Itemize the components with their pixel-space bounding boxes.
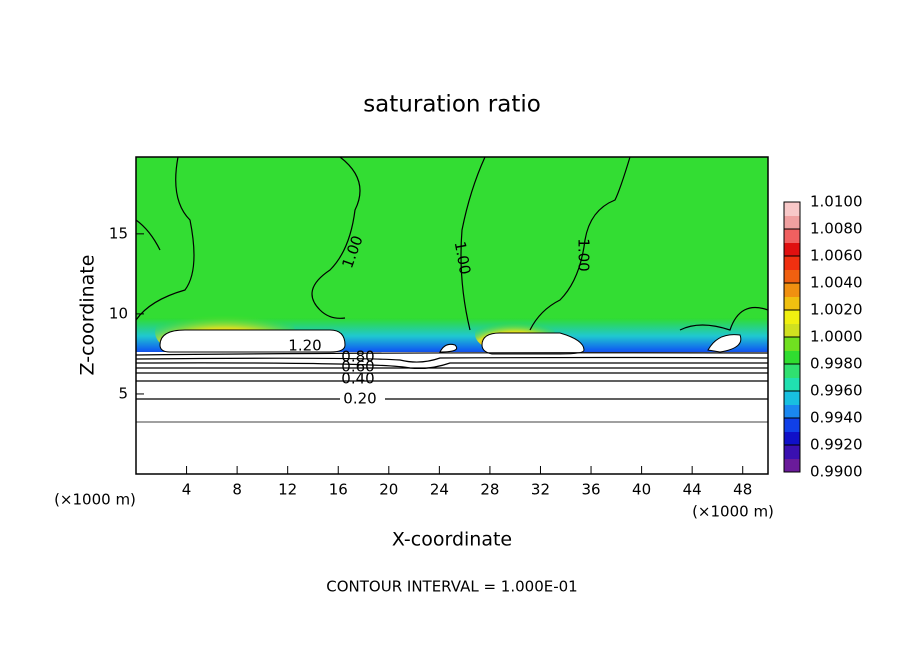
colorbar-swatch — [784, 391, 800, 405]
contour-label: 0.60 — [341, 358, 374, 376]
x-tick-label: 32 — [531, 481, 550, 499]
x-tick-label: 48 — [733, 481, 752, 499]
colorbar-swatch — [784, 337, 800, 351]
colorbar-swatch — [784, 296, 800, 311]
contour-label: 0.80 — [341, 348, 374, 366]
colorbar-tick-label: 1.0080 — [810, 220, 863, 238]
contour-label: 1.20 — [288, 337, 321, 355]
colorbar-tick-label: 1.0040 — [810, 274, 863, 292]
colorbar-swatch — [784, 269, 800, 284]
x-tick-label: 44 — [683, 481, 702, 499]
footer: CONTOUR INTERVAL = 1.000E-01 — [326, 578, 577, 596]
colorbar-swatch — [784, 215, 800, 230]
colorbar-swatch — [784, 323, 800, 338]
colorbar-tick-label: 0.9960 — [810, 382, 863, 400]
colorbar-swatch — [784, 350, 800, 365]
x-unit: (×1000 m) — [692, 503, 774, 521]
colorbar-swatch — [784, 418, 800, 432]
colorbar-swatch — [784, 283, 800, 297]
colorbar-swatch — [784, 431, 800, 446]
colorbar-swatch — [784, 242, 800, 257]
colorbar-swatch — [784, 445, 800, 459]
x-tick-label: 20 — [379, 481, 398, 499]
x-tick-label: 16 — [329, 481, 348, 499]
colorbar-tick-label: 1.0000 — [810, 328, 863, 346]
y-unit: (×1000 m) — [54, 491, 136, 509]
y-tick-label: 5 — [118, 384, 128, 402]
y-tick-label: 15 — [109, 224, 128, 242]
x-tick-label: 40 — [632, 481, 651, 499]
x-axis-label: X-coordinate — [392, 529, 512, 551]
colorbar-tick-label: 0.9940 — [810, 409, 863, 427]
colorbar-tick-label: 0.9920 — [810, 436, 863, 454]
colorbar-swatch — [784, 404, 800, 419]
y-tick-label: 10 — [109, 304, 128, 322]
colorbar-swatch — [784, 458, 800, 473]
x-tick-label: 24 — [430, 481, 449, 499]
contour-label: 0.20 — [343, 390, 376, 408]
y-axis-label: Z-coordinate — [77, 255, 99, 376]
x-tick-label: 4 — [182, 481, 192, 499]
colorbar-swatch — [784, 310, 800, 324]
plot-frame — [135, 156, 769, 475]
colorbar-swatch — [784, 256, 800, 270]
x-tick-label: 8 — [232, 481, 242, 499]
colorbar-tick-label: 0.9900 — [810, 463, 863, 481]
contour-label: 1.00 — [451, 240, 475, 276]
x-tick-label: 36 — [581, 481, 600, 499]
x-tick-label: 12 — [278, 481, 297, 499]
colorbar-swatch — [784, 364, 800, 378]
colorbar-swatch — [784, 202, 800, 216]
colorbar-tick-label: 1.0100 — [810, 193, 863, 211]
contour-label: 1.00 — [575, 238, 593, 271]
contour-label: 0.40 — [341, 370, 374, 388]
chart-title: saturation ratio — [363, 92, 541, 118]
colorbar-tick-label: 1.0020 — [810, 301, 863, 319]
contour-lines — [135, 156, 769, 423]
colorbar-swatch — [784, 229, 800, 243]
colorbar-tick-label: 1.0060 — [810, 247, 863, 265]
colorbar-tick-label: 0.9980 — [810, 355, 863, 373]
colorbar-swatch — [784, 377, 800, 392]
x-tick-label: 28 — [480, 481, 499, 499]
field — [136, 157, 768, 474]
